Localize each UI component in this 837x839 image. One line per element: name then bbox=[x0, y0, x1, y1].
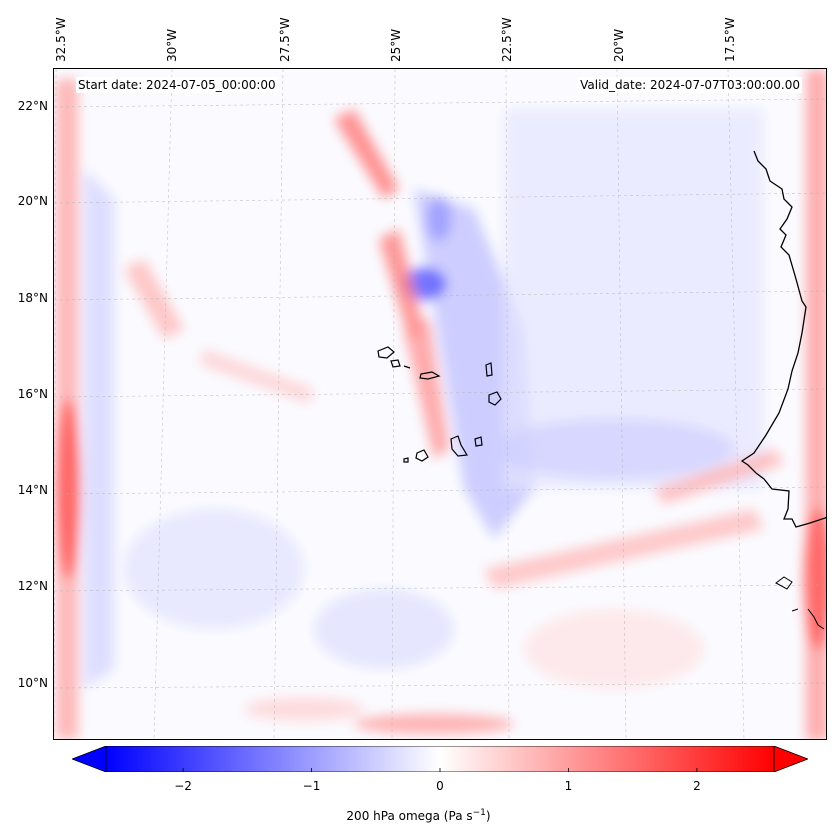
african-coastline bbox=[740, 150, 826, 528]
colorbar-tick-label: 1 bbox=[564, 779, 573, 793]
cape-verde-islands bbox=[377, 346, 502, 463]
colorbar-tick-label: −2 bbox=[174, 779, 192, 793]
lon-label-20w: 20°W bbox=[612, 28, 626, 62]
colorbar-label-text: 200 hPa omega (Pa s bbox=[346, 809, 473, 823]
lon-label-30w: 30°W bbox=[165, 28, 179, 62]
colorbar-ticks bbox=[182, 768, 698, 772]
lon-label-22.5w: 22.5°W bbox=[500, 17, 514, 62]
graticule bbox=[54, 69, 826, 739]
colorbar bbox=[72, 746, 808, 772]
omega-field bbox=[54, 69, 826, 739]
lon-label-17.5w: 17.5°W bbox=[723, 17, 737, 62]
colorbar-min-extend bbox=[72, 746, 107, 772]
omega-map: Start date: 2024-07-05_00:00:00 Valid_da… bbox=[53, 68, 827, 740]
colorbar-label-exponent: −1 bbox=[472, 808, 486, 818]
start-date-text: Start date: 2024-07-05_00:00:00 bbox=[76, 77, 278, 93]
omega-anomalies bbox=[56, 69, 826, 739]
lon-label-32.5w: 32.5°W bbox=[54, 17, 68, 62]
colorbar-gradient bbox=[105, 746, 775, 772]
colorbar-tick-label: −1 bbox=[302, 779, 321, 793]
lat-label-12n: 12°N bbox=[17, 579, 48, 593]
lon-label-27.5w: 27.5°W bbox=[278, 17, 292, 62]
bijagos-islands bbox=[807, 608, 825, 630]
colorbar-tick-label: 0 bbox=[436, 779, 444, 793]
colorbar-max-extend bbox=[773, 746, 808, 772]
colorbar-tick-label: 2 bbox=[693, 779, 701, 793]
lat-label-16n: 16°N bbox=[17, 387, 48, 401]
lat-label-18n: 18°N bbox=[17, 291, 48, 305]
valid-date-text: Valid_date: 2024-07-07T03:00:00.00 bbox=[578, 77, 802, 93]
colorbar-label: 200 hPa omega (Pa s−1) bbox=[0, 808, 837, 823]
lon-label-25w: 25°W bbox=[389, 28, 403, 62]
colorbar-label-close: ) bbox=[485, 809, 491, 823]
lat-label-20n: 20°N bbox=[17, 194, 48, 208]
coast-islet bbox=[775, 576, 793, 590]
lat-label-14n: 14°N bbox=[17, 483, 48, 497]
coast-islet-2 bbox=[791, 608, 799, 612]
lat-label-10n: 10°N bbox=[17, 676, 48, 690]
lat-label-22n: 22°N bbox=[17, 99, 48, 113]
